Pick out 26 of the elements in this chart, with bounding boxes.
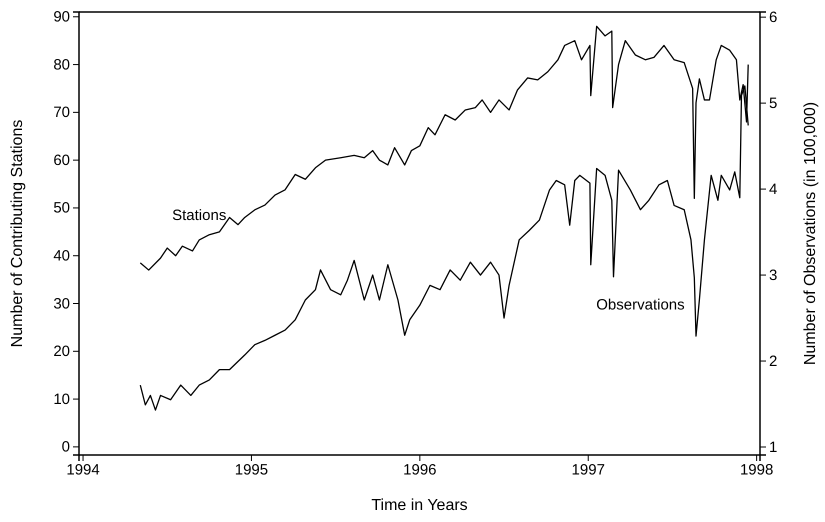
y-tick-label: 40 (53, 248, 70, 265)
y2-tick-label: 3 (769, 266, 778, 284)
y-tick-label: 90 (53, 8, 70, 26)
x-tick-label: 1998 (740, 462, 774, 479)
y2-axis-title: Number of Observations (in 100,000) (802, 102, 819, 366)
y-tick-label: 30 (53, 295, 70, 312)
y-tick-label: 70 (53, 104, 70, 122)
y-tick-label: 60 (53, 152, 70, 169)
x-axis-title: Time in Years (371, 497, 468, 514)
y2-tick-label: 1 (769, 438, 778, 456)
y-tick-label: 20 (53, 343, 70, 360)
series-label: Stations (172, 206, 226, 224)
y-tick-label: 0 (62, 438, 70, 456)
y2-tick-label: 5 (769, 94, 778, 112)
y-tick-label: 80 (53, 56, 70, 74)
y2-tick-label: 6 (769, 8, 778, 26)
y-tick-label: 10 (53, 390, 70, 408)
x-tick-label: 1996 (403, 462, 437, 479)
x-tick-label: 1994 (66, 462, 100, 479)
y-axis-title: Number of Contributing Stations (9, 120, 26, 348)
y-tick-label: 50 (53, 200, 70, 217)
x-tick-label: 1995 (234, 462, 268, 479)
x-tick-label: 1997 (572, 462, 605, 479)
y2-tick-label: 2 (769, 352, 778, 370)
y2-tick-label: 4 (769, 180, 778, 198)
series-label: Observations (596, 296, 685, 314)
